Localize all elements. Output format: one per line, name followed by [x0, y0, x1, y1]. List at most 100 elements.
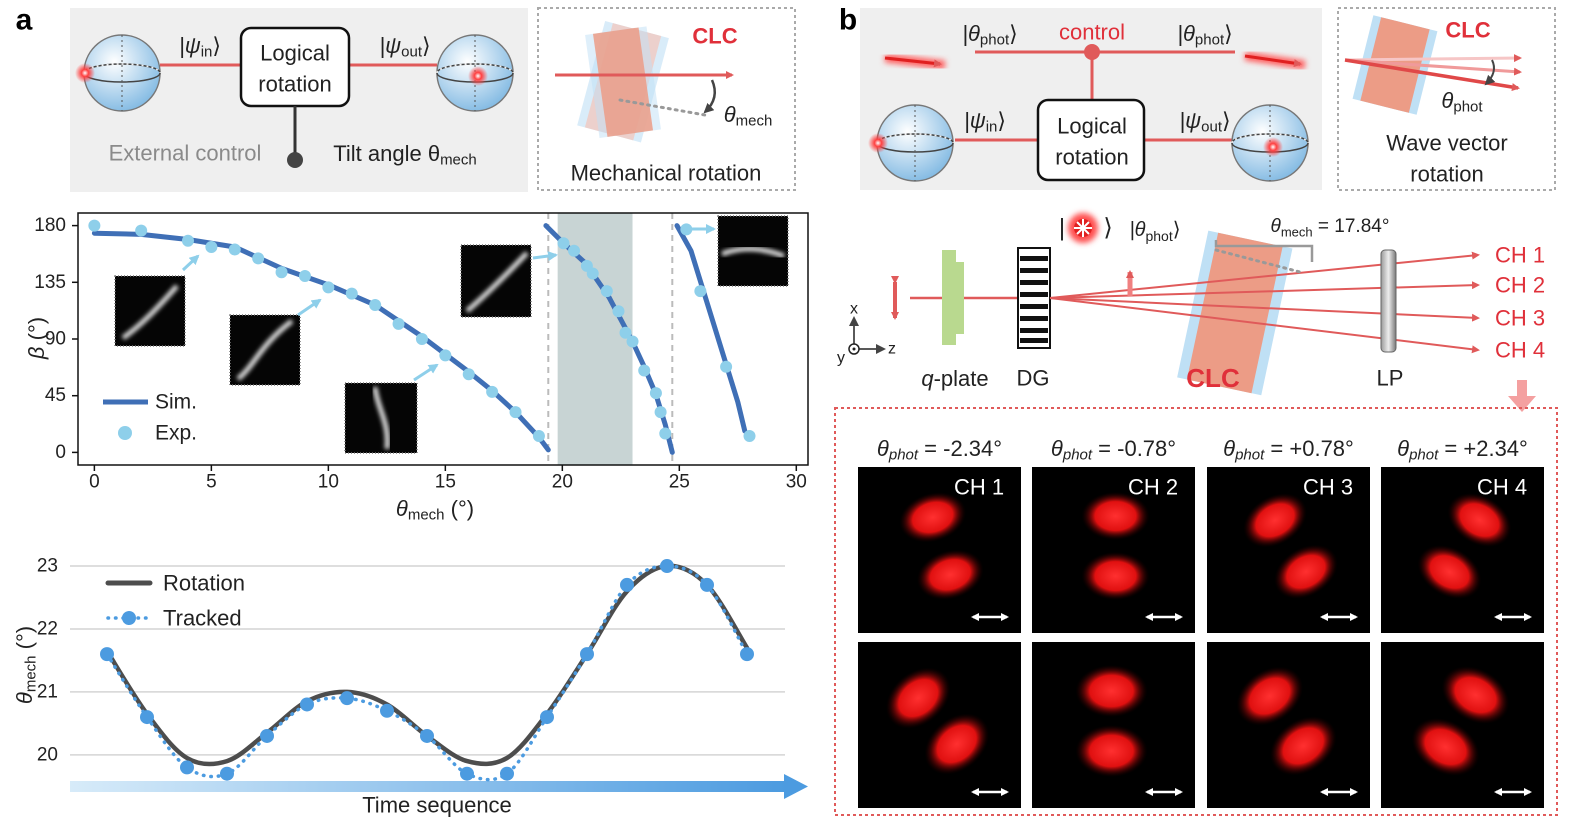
beam-lobe — [1270, 716, 1337, 776]
x-tick-label: 25 — [669, 472, 690, 493]
ket-part: phot — [980, 31, 1010, 48]
inset-pointer — [413, 363, 439, 382]
gate-label: Logical — [1057, 114, 1127, 139]
panel-label: a — [16, 4, 33, 37]
dashed-box — [537, 7, 796, 191]
component-label: CLC — [1186, 363, 1240, 393]
exp-point — [369, 298, 382, 311]
tracked-point — [620, 577, 634, 592]
ket-part: |θ — [962, 21, 980, 46]
ket-part: out — [401, 43, 423, 60]
exp-point — [88, 219, 101, 232]
image-title-part: phot — [1234, 446, 1265, 463]
grating-lines — [1020, 256, 1048, 343]
image-title-part: phot — [1408, 446, 1439, 463]
exp-point — [694, 285, 707, 298]
beam-profile — [1243, 493, 1338, 599]
y-axis-label-part: mech — [22, 655, 39, 692]
caption: Mechanical rotation — [571, 161, 762, 186]
image-title-part: θ — [877, 436, 889, 461]
ket-part: |ψ — [379, 33, 401, 58]
exp-point — [743, 430, 756, 443]
angle-label-part: θ — [1441, 88, 1453, 113]
image-title: θphot = +0.78° — [1223, 436, 1354, 464]
bloch-sphere — [83, 34, 161, 112]
beam — [1344, 54, 1522, 63]
x-tick-label: 5 — [206, 472, 217, 493]
exp-point — [135, 224, 148, 237]
inset-filament — [721, 246, 785, 259]
x-axis-label-part: θ — [396, 496, 408, 521]
ket: |θphot⟩ — [1129, 219, 1180, 244]
inset-pointer — [532, 251, 558, 261]
ket: |ψout⟩ — [1179, 108, 1230, 136]
control-dot — [1084, 44, 1100, 60]
channel-label: CH 3 — [1495, 306, 1545, 331]
y-tick-label: 180 — [34, 215, 66, 236]
y-tick-label: 45 — [45, 385, 66, 406]
ket: |ψout⟩ — [379, 33, 430, 61]
angle-label-part: phot — [1453, 98, 1483, 115]
ket: |ψin⟩ — [179, 33, 221, 61]
beam — [1049, 251, 1480, 299]
angle-label-part: mech — [1281, 224, 1313, 239]
exp-point — [415, 333, 428, 345]
exp-point — [532, 430, 545, 443]
exp-point — [626, 335, 639, 348]
beam-lobe — [1441, 666, 1510, 724]
beam-lobe — [1417, 545, 1482, 599]
ket-part: |ψ — [964, 108, 986, 133]
image-title-part: θ — [1223, 436, 1235, 461]
tracked-point — [580, 647, 594, 662]
legend-swatch — [118, 426, 132, 440]
y-tick-label: 0 — [55, 442, 66, 463]
component-label-part: q — [921, 366, 934, 391]
legend-label: Tracked — [163, 606, 242, 631]
inset-filament — [121, 284, 179, 341]
angle-label: θmech = 17.84° — [1271, 216, 1390, 240]
legend-label: Sim. — [155, 391, 197, 414]
angle-bracket — [1214, 240, 1314, 262]
beam-lobe — [1075, 665, 1148, 717]
image-title-part: θ — [1051, 436, 1063, 461]
beam-lobe — [1081, 492, 1150, 540]
exp-point — [322, 281, 335, 294]
image-title-part: θ — [1397, 436, 1409, 461]
ket-part: ⟩ — [422, 33, 431, 58]
exp-point — [205, 241, 218, 254]
exp-point — [586, 267, 599, 280]
exp-point — [568, 244, 581, 257]
channel-label: CH 4 — [1495, 338, 1545, 363]
y-axis-label-part: (°) — [12, 626, 37, 656]
ket-part: out — [1201, 118, 1223, 135]
exp-point — [720, 360, 733, 373]
inset-pointer — [181, 254, 200, 272]
exp-point — [612, 305, 625, 318]
ket-part: phot — [1145, 228, 1172, 244]
axis-name: z — [888, 341, 896, 358]
axis-name: x — [850, 301, 858, 318]
clc-crystal — [585, 26, 661, 138]
component-label: LP — [1377, 366, 1404, 391]
channel-label: CH 2 — [1128, 475, 1178, 500]
ket-bracket: | — [1059, 215, 1065, 242]
exp-point — [659, 427, 672, 440]
x-tick-label: 10 — [318, 472, 339, 493]
tracked-point — [260, 728, 274, 743]
tracked-point — [140, 710, 154, 725]
image-title-part: = +2.34° — [1438, 436, 1528, 461]
state-dot — [1263, 137, 1283, 157]
tracked-point — [500, 766, 514, 781]
ket-part: in — [201, 43, 213, 60]
y-tick-label: 21 — [37, 681, 58, 702]
caption: rotation — [1410, 162, 1483, 187]
ket-part: ⟩ — [1222, 108, 1231, 133]
ket-part: ⟩ — [997, 108, 1006, 133]
control-label: Tilt angle θmech — [333, 141, 477, 169]
axis-origin — [852, 347, 856, 351]
control-label-part: mech — [440, 151, 477, 168]
tracked-point — [540, 710, 554, 725]
angle-label-part: θ — [1271, 216, 1282, 237]
mode-icon — [1074, 219, 1092, 237]
exp-point — [680, 223, 693, 236]
